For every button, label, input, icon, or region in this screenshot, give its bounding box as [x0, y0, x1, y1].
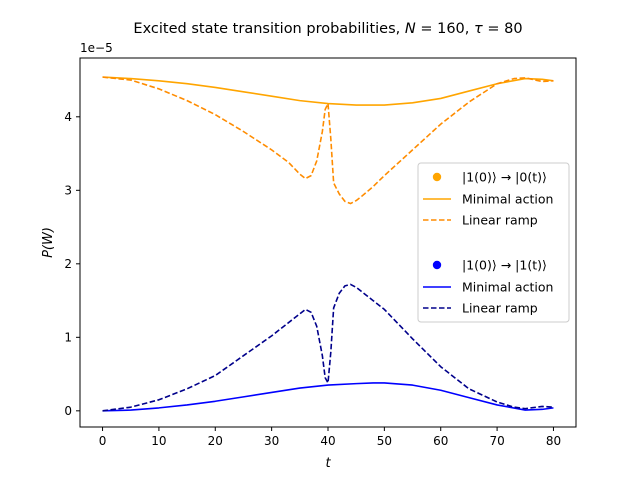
y-tick-label: 1 — [64, 330, 72, 344]
x-tick-label: 50 — [377, 434, 392, 448]
x-tick-label: 40 — [320, 434, 335, 448]
y-tick-label: 2 — [64, 257, 72, 271]
legend-marker — [432, 172, 442, 182]
legend-label: Linear ramp — [462, 213, 538, 228]
x-tick-label: 60 — [433, 434, 448, 448]
y-axis-label: P(W) — [41, 227, 56, 258]
chart-title: Excited state transition probabilities, … — [133, 21, 522, 37]
legend-label: |1(0)⟩ → |0(t)⟩ — [462, 170, 547, 185]
x-tick-label: 30 — [264, 434, 279, 448]
x-axis-label: t — [325, 456, 331, 471]
series-line-2 — [102, 76, 554, 205]
series-line-3 — [102, 382, 554, 412]
y-tick-label: 4 — [64, 110, 72, 124]
legend-label: |1(0)⟩ → |1(t)⟩ — [462, 258, 547, 273]
y-tick-label: 0 — [64, 404, 72, 418]
plot-layer — [102, 76, 554, 412]
legend: |1(0)⟩ → |0(t)⟩ Minimal action Linear ramp… — [417, 162, 570, 323]
x-tick-label: 70 — [489, 434, 504, 448]
x-axis: 0 10 20 30 40 50 60 70 80 — [99, 427, 561, 448]
x-tick-label: 10 — [151, 434, 166, 448]
y-axis: 0 1 2 3 4 — [64, 110, 80, 418]
y-tick-label: 3 — [64, 183, 72, 197]
legend-marker — [432, 260, 442, 270]
x-tick-label: 20 — [208, 434, 223, 448]
series-line-4 — [102, 283, 554, 412]
legend-label: Linear ramp — [462, 301, 538, 316]
x-tick-label: 0 — [99, 434, 107, 448]
legend-label: Minimal action — [462, 280, 553, 295]
x-tick-label: 80 — [546, 434, 561, 448]
legend-label: Minimal action — [462, 192, 553, 207]
legend-box — [417, 162, 570, 323]
y-offset-label: 1e−5 — [80, 41, 113, 55]
